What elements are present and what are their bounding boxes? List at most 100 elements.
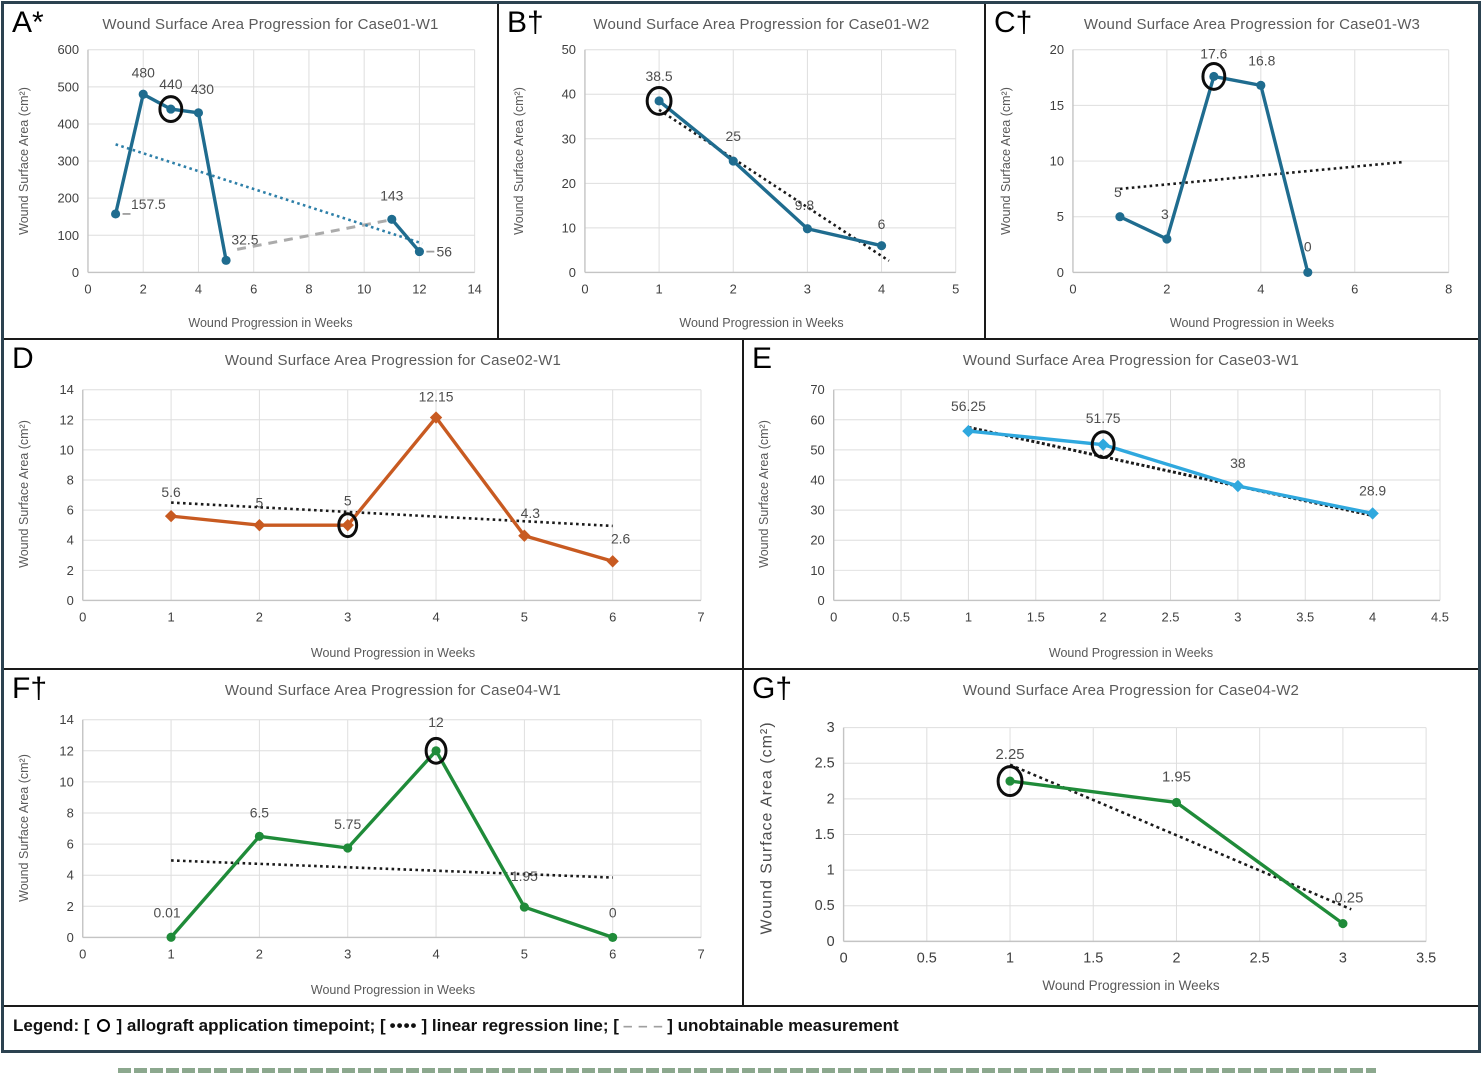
gridlines bbox=[833, 389, 1441, 601]
line-chart: 0 2 4 6 8 0 5 10 15 20 5 3 17.6 16.8 0 bbox=[1050, 42, 1453, 296]
data-point-marker bbox=[518, 529, 531, 542]
x-axis-title: Wound Progression in Weeks bbox=[1048, 646, 1214, 660]
data-labels: 0.01 6.5 5.75 12 1.95 0 bbox=[154, 714, 617, 921]
y-axis-title: Wound Surface Area (cm²) bbox=[17, 753, 31, 902]
svg-text:0: 0 bbox=[1057, 265, 1064, 280]
svg-text:2: 2 bbox=[67, 899, 74, 914]
chart-panel-case04-w2: G† Wound Surface Area Progression for Ca… bbox=[744, 670, 1478, 1007]
svg-text:2.5: 2.5 bbox=[1250, 950, 1270, 966]
figure-row-1: A* Wound Surface Area Progression for Ca… bbox=[4, 4, 1478, 340]
y-tick-labels: 0 10 20 30 40 50 60 70 bbox=[810, 382, 824, 608]
y-axis-title: Wound Surface Area (cm²) bbox=[757, 420, 771, 568]
data-point-marker bbox=[138, 89, 148, 99]
svg-text:3: 3 bbox=[344, 946, 351, 961]
x-tick-labels: 0 1 2 3 4 5 6 7 bbox=[79, 609, 704, 624]
svg-text:5: 5 bbox=[1114, 184, 1122, 200]
data-point-marker bbox=[654, 96, 664, 106]
svg-text:6: 6 bbox=[609, 946, 616, 961]
svg-text:3: 3 bbox=[804, 281, 811, 296]
svg-text:50: 50 bbox=[562, 42, 576, 57]
y-axis-title: Wound Surface Area (cm²) bbox=[512, 87, 526, 235]
panel-letter: C† bbox=[994, 6, 1033, 39]
line-chart: 0 2 4 6 8 10 12 14 0 100 200 300 400 500 600 157.5 48044… bbox=[57, 42, 481, 296]
y-axis-title: Wound Surface Area (cm²) bbox=[759, 720, 777, 935]
data-point-marker bbox=[1366, 507, 1379, 520]
svg-text:3: 3 bbox=[1234, 609, 1241, 624]
svg-text:10: 10 bbox=[810, 563, 824, 578]
svg-text:0: 0 bbox=[67, 593, 74, 608]
legend-text: ] allograft application timepoint; [ bbox=[116, 1016, 386, 1035]
svg-text:143: 143 bbox=[380, 187, 403, 203]
data-point-marker bbox=[1256, 80, 1266, 90]
unobtainable-measurement-line bbox=[236, 218, 388, 251]
svg-text:4: 4 bbox=[67, 868, 74, 883]
data-point-marker bbox=[254, 831, 264, 841]
y-tick-labels: 0 10 20 30 40 50 bbox=[562, 42, 576, 280]
svg-text:32.5: 32.5 bbox=[231, 231, 258, 247]
svg-text:10: 10 bbox=[59, 774, 73, 789]
data-point-marker bbox=[802, 224, 812, 234]
allograft-application-ring bbox=[645, 86, 673, 116]
data-point-marker bbox=[608, 932, 618, 942]
svg-text:600: 600 bbox=[57, 42, 79, 57]
svg-text:100: 100 bbox=[57, 228, 79, 243]
svg-text:430: 430 bbox=[191, 81, 214, 97]
svg-text:1.5: 1.5 bbox=[1083, 950, 1103, 966]
svg-text:1.95: 1.95 bbox=[511, 868, 538, 884]
svg-text:3: 3 bbox=[1161, 206, 1169, 222]
linear-regression-line bbox=[171, 501, 613, 528]
panel-letter: D bbox=[12, 342, 34, 375]
svg-text:6: 6 bbox=[67, 503, 74, 518]
line-chart: 0 0.5 1 1.5 2 2.5 3 3.5 0 0.5 1 1.5 2 2.5 3 2.25 1.95 0.2… bbox=[815, 720, 1437, 966]
data-point-marker bbox=[164, 509, 178, 523]
svg-text:25: 25 bbox=[726, 128, 742, 144]
svg-text:12: 12 bbox=[428, 714, 444, 730]
allograft-application-ring bbox=[1201, 62, 1227, 91]
svg-text:6: 6 bbox=[250, 281, 257, 296]
svg-text:50: 50 bbox=[810, 442, 824, 457]
svg-text:17.6: 17.6 bbox=[1200, 46, 1227, 62]
svg-text:2: 2 bbox=[256, 609, 263, 624]
svg-text:10: 10 bbox=[1050, 154, 1064, 169]
svg-text:5.75: 5.75 bbox=[334, 816, 361, 832]
svg-text:5: 5 bbox=[952, 281, 959, 296]
svg-text:20: 20 bbox=[562, 176, 576, 191]
svg-text:4: 4 bbox=[195, 281, 202, 296]
svg-text:0: 0 bbox=[569, 265, 576, 280]
y-tick-labels: 0 0.5 1 1.5 2 2.5 3 bbox=[815, 720, 835, 950]
x-tick-labels: 0 0.5 1 1.5 2 2.5 3 3.5 bbox=[840, 950, 1437, 966]
legend-text: ] unobtainable measurement bbox=[667, 1016, 899, 1035]
svg-text:6: 6 bbox=[1351, 281, 1358, 296]
svg-text:30: 30 bbox=[810, 503, 824, 518]
data-point-marker bbox=[429, 411, 443, 424]
data-point-marker bbox=[193, 108, 204, 118]
series-line bbox=[169, 749, 615, 940]
svg-text:480: 480 bbox=[132, 64, 155, 80]
data-point-marker bbox=[221, 255, 231, 265]
svg-text:4: 4 bbox=[878, 281, 885, 296]
gridlines bbox=[87, 49, 476, 273]
x-tick-labels: 0 1 2 3 4 5 bbox=[581, 281, 959, 296]
svg-text:5.6: 5.6 bbox=[161, 484, 181, 500]
svg-text:12: 12 bbox=[59, 743, 73, 758]
chart-panel-case01-w2: B† Wound Surface Area Progression for Ca… bbox=[499, 4, 986, 340]
svg-text:8: 8 bbox=[305, 281, 312, 296]
svg-text:3: 3 bbox=[1339, 950, 1347, 966]
series-line bbox=[657, 99, 884, 248]
svg-text:4.5: 4.5 bbox=[1431, 609, 1449, 624]
legend-text: ] linear regression line; [ bbox=[421, 1016, 619, 1035]
svg-text:4.3: 4.3 bbox=[521, 505, 541, 521]
svg-text:6.5: 6.5 bbox=[250, 804, 270, 820]
panel-letter: E bbox=[752, 342, 773, 375]
x-axis-title: Wound Progression in Weeks bbox=[310, 983, 476, 997]
svg-text:5: 5 bbox=[1057, 209, 1064, 224]
svg-text:5: 5 bbox=[344, 492, 352, 508]
chart-title: Wound Surface Area Progression for Case0… bbox=[1083, 16, 1421, 33]
chart-title: Wound Surface Area Progression for Case0… bbox=[102, 16, 439, 33]
svg-text:6: 6 bbox=[878, 216, 886, 232]
svg-text:2.6: 2.6 bbox=[611, 530, 631, 546]
svg-text:3: 3 bbox=[344, 609, 351, 624]
data-point-marker bbox=[1338, 918, 1348, 929]
